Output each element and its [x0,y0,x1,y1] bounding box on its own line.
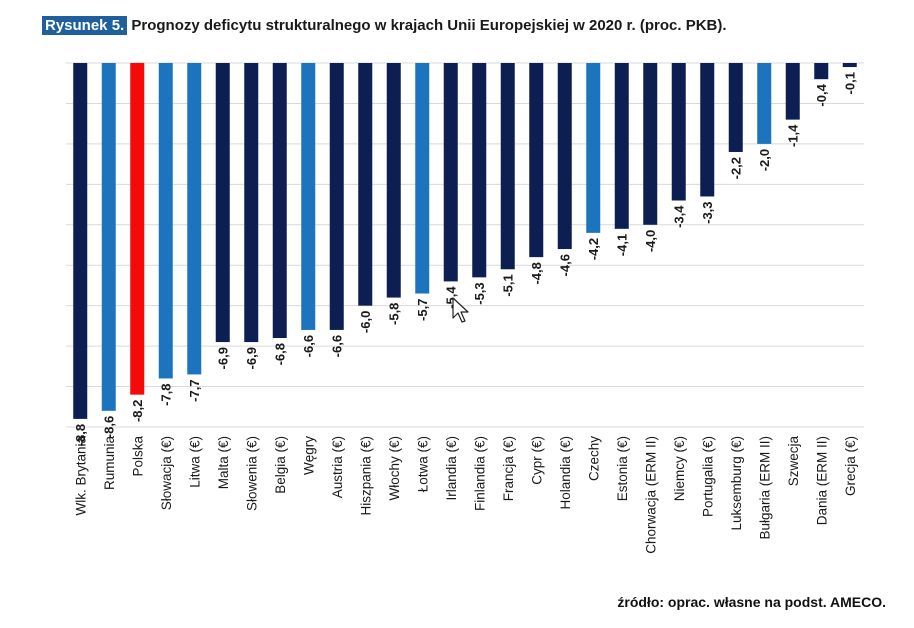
category-label: Hiszpania (€) [358,436,373,516]
category-label: Grecja (€) [843,436,858,496]
category-label: Bułgaria (ERM II) [757,436,772,540]
category-label: Belgia (€) [273,436,288,494]
bar [272,63,287,339]
data-label: -3,3 [700,201,715,223]
bar [814,63,829,80]
bar [500,63,515,270]
data-label: -5,7 [415,299,430,321]
mouse-pointer-icon [452,297,469,323]
category-label: Czechy [586,436,601,481]
bar [728,63,743,152]
category-label: Finlandia (€) [472,436,487,511]
category-label: Irlandia (€) [444,436,459,501]
data-label: -2,0 [757,149,772,171]
bar [215,63,230,343]
figure-title: Prognozy deficytu strukturalnego w kraja… [131,17,727,34]
data-label: -6,6 [330,335,345,357]
figure-tag: Rysunek 5. [42,16,128,35]
category-label: Estonia (€) [615,436,630,501]
figure-title-row: Rysunek 5. Prognozy deficytu strukturaln… [42,16,727,35]
bar [329,63,344,330]
bar [472,63,487,278]
category-label: Rumunia [102,436,117,491]
bar [757,63,772,144]
data-label: -4,6 [558,254,573,276]
data-label: -1,4 [786,124,801,147]
bar [386,63,401,298]
bar [244,63,259,343]
category-label: Portugalia (€) [700,436,715,517]
bar [785,63,800,120]
data-label: -5,3 [472,282,487,304]
bar [614,63,629,229]
data-label: -0,1 [843,72,858,94]
category-label: Szwecja [786,436,801,487]
data-label: -7,8 [159,383,174,405]
data-label: -2,2 [729,157,744,179]
data-label: -3,4 [672,205,687,228]
category-label: Łotwa (€) [415,436,430,492]
bar [842,63,857,68]
bar [529,63,544,258]
bar [671,63,686,201]
bar [700,63,715,197]
category-label: Niemcy (€) [672,436,687,501]
bar [443,63,458,282]
bar [130,63,145,395]
data-label: -0,4 [814,83,829,106]
source-note: źródło: oprac. własne na podst. AMECO. [617,594,886,610]
data-label: -5,8 [387,303,402,325]
category-label: Słowacja (€) [159,436,174,510]
bar [73,63,88,419]
data-label: -6,6 [301,335,316,357]
data-label: -6,9 [244,347,259,369]
bar [187,63,202,375]
category-label: Malta (€) [216,436,231,489]
category-label: Wlk. Brytania [73,436,88,516]
data-label: -4,8 [529,262,544,284]
bar [101,63,116,411]
data-label: -7,7 [187,379,202,401]
category-label: Luksemburg (€) [729,436,744,531]
category-label: Węgry [301,436,316,475]
data-label: -8,2 [130,400,145,422]
category-label: Dania (ERM II) [814,436,829,525]
bar [158,63,173,379]
bar [643,63,658,225]
category-label: Polska [130,436,145,477]
category-label: Austria (€) [330,436,345,498]
data-label: -6,0 [358,311,373,333]
category-label: Chorwacja (ERM II) [643,436,658,554]
category-label: Litwa (€) [187,436,202,488]
bar [301,63,316,330]
data-label: -6,9 [216,347,231,369]
bar [586,63,601,233]
category-label: Słowenia (€) [244,436,259,511]
bar [415,63,430,294]
data-label: -4,2 [586,238,601,260]
category-label: Włochy (€) [387,436,402,501]
data-label: -8,8 [73,424,88,446]
data-label: -8,6 [102,416,117,438]
data-label: -6,8 [273,343,288,365]
category-label: Francja (€) [501,436,516,501]
bar [557,63,572,250]
category-label: Cypr (€) [529,436,544,485]
bar [358,63,373,306]
data-label: -4,0 [643,230,658,252]
category-label: Holandia (€) [558,436,573,510]
data-label: -5,1 [501,274,516,296]
data-label: -4,1 [615,234,630,256]
